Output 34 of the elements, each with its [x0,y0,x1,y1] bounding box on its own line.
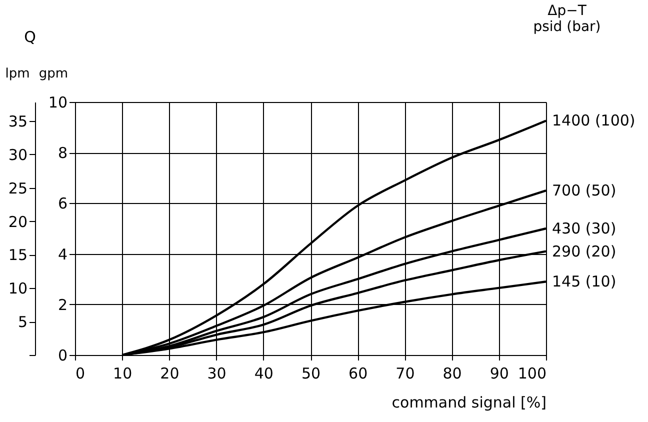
y2-tick-label: 10 [8,280,28,298]
y2-tick-label: 25 [8,179,28,198]
x-tick-label: 100 [518,364,546,382]
y2-tick-label: 5 [18,313,28,332]
text: Q [24,28,36,46]
x-tick-label: 30 [207,364,226,382]
y2-axis-title: lpm [5,66,30,82]
x-tick-label: 0 [76,364,86,382]
x-tick-label: 40 [254,364,274,382]
y2-tick-label: 35 [8,112,28,131]
series-label: 145 (10) [552,272,616,291]
y-axis-title: gpm [38,66,68,82]
y-tick-label: 2 [58,296,68,314]
y2-tick-label: 15 [8,246,28,264]
x-tick-label: 10 [113,364,132,382]
series-label: 290 (20) [552,242,616,260]
y2-tick-label: 30 [8,146,28,164]
y-tick-label: 10 [48,94,68,112]
x-tick-label: 90 [490,364,509,382]
y-tick-label: 4 [58,245,68,264]
y-tick-label: 8 [58,144,68,162]
y-tick-label: 6 [58,194,68,213]
legend-title: Δp−T psid (bar) [533,3,601,35]
x-tick-label: 60 [348,364,368,382]
series-label: 1400 (100) [552,112,636,130]
series-label: 430 (30) [552,220,616,238]
y2-tick-label: 20 [8,212,28,231]
x-tick-label: 80 [442,364,462,382]
y-tick-label: 0 [58,346,68,364]
x-axis-title: command signal [%] [392,394,546,412]
x-tick-label: 70 [396,364,415,382]
series-label: 700 (50) [552,182,616,200]
x-tick-label: 20 [160,364,180,382]
x-tick-label: 50 [301,364,321,382]
